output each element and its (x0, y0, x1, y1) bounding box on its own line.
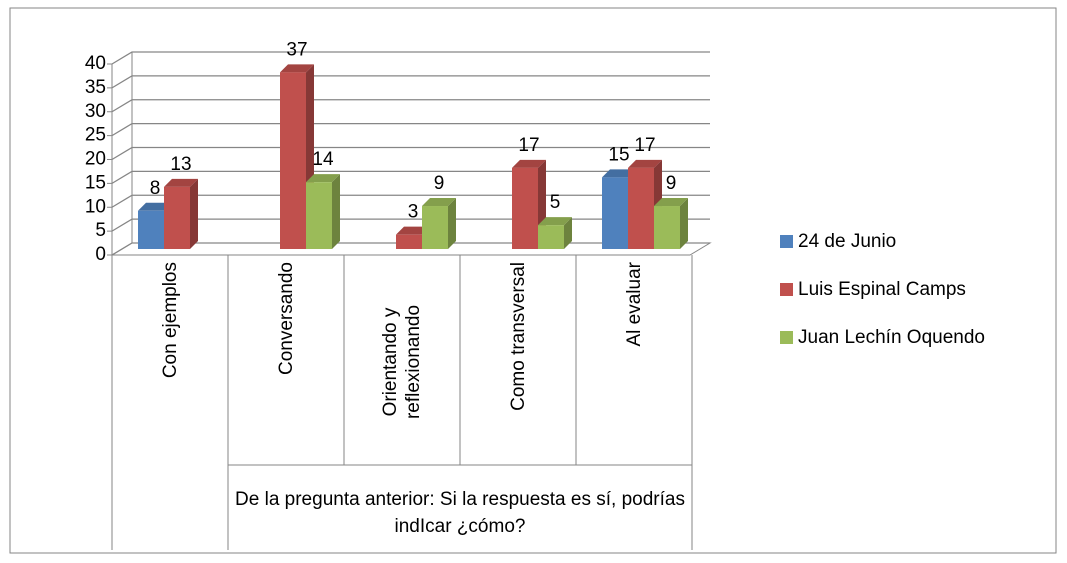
legend-swatch (780, 235, 793, 248)
y-tick-label: 35 (85, 77, 106, 98)
bar-top (396, 226, 430, 235)
bar (280, 72, 306, 249)
bar-top (138, 202, 172, 211)
bar-side (332, 174, 340, 249)
bar-top (602, 169, 636, 178)
y-tick-label: 30 (85, 101, 106, 122)
bar-side (190, 178, 198, 249)
legend-swatch (780, 331, 793, 344)
bar (164, 186, 190, 249)
bar (512, 167, 538, 249)
bar-top (306, 174, 340, 183)
frame (9, 7, 1057, 554)
data-label: 37 (286, 39, 307, 60)
y-tick-label: 10 (85, 196, 106, 217)
bar-top (538, 217, 572, 226)
y-tick-label: 40 (85, 53, 106, 74)
bar (538, 225, 564, 249)
data-label: 13 (170, 154, 191, 175)
data-label: 15 (608, 144, 629, 165)
data-label: 17 (634, 135, 655, 156)
bar (422, 206, 448, 249)
bar-top (654, 198, 688, 207)
bar-top (422, 198, 456, 207)
bar (306, 182, 332, 249)
data-label: 9 (666, 173, 677, 194)
bar (396, 234, 422, 249)
data-label: 17 (518, 135, 539, 156)
bar-top (164, 178, 198, 187)
axis-label: De la pregunta anterior: Si la respuesta… (235, 489, 685, 537)
x-tick-label: Al evaluar (623, 262, 645, 347)
bar-top (628, 159, 662, 168)
bar-side (680, 198, 688, 249)
legend-swatch (780, 283, 793, 296)
bar-top (512, 159, 546, 168)
bar-side (564, 217, 572, 249)
data-label: 14 (312, 149, 334, 170)
y-tick-label: 20 (85, 149, 106, 170)
grid-line (111, 146, 710, 161)
y-tick-label: 15 (85, 172, 106, 193)
grid-line (111, 75, 710, 89)
bar-top (280, 64, 314, 73)
grid-line (111, 99, 710, 113)
legend-label: Luis Espinal Camps (798, 279, 966, 300)
bar (602, 177, 628, 249)
y-tick-label: 5 (95, 220, 106, 241)
data-label: 5 (550, 192, 561, 213)
legend-label: 24 de Junio (798, 231, 896, 252)
y-tick-label: 0 (95, 244, 106, 265)
data-label: 8 (150, 178, 161, 199)
bar (654, 206, 680, 249)
data-label: 9 (434, 173, 445, 194)
grid-line (111, 122, 710, 137)
bar-side (448, 198, 456, 249)
y-tick-label: 25 (85, 125, 106, 146)
legend-label: Juan Lechín Oquendo (798, 327, 985, 348)
bar (628, 167, 654, 249)
grid-line (111, 51, 710, 65)
bar (138, 210, 164, 249)
data-label: 3 (408, 202, 419, 223)
